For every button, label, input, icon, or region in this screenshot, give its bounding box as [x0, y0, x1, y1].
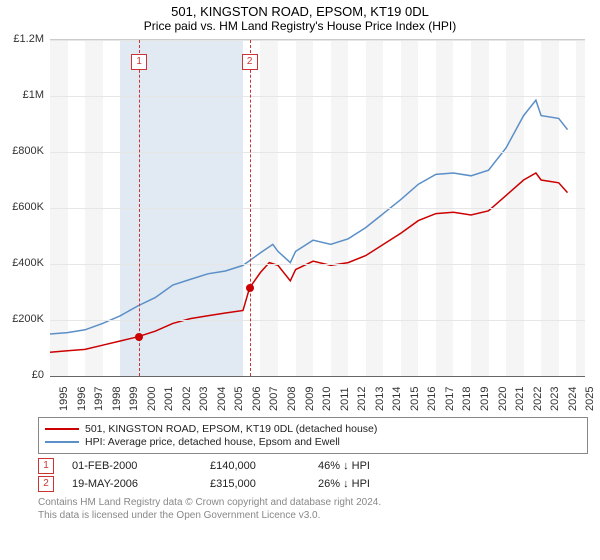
footnote: Contains HM Land Registry data © Crown c… [38, 496, 588, 522]
x-tick-label: 2007 [268, 387, 280, 411]
x-tick-label: 2010 [321, 387, 333, 411]
x-tick-label: 1998 [111, 387, 123, 411]
chart-subtitle: Price paid vs. HM Land Registry's House … [0, 19, 600, 33]
x-tick-label: 1999 [128, 387, 140, 411]
x-tick-label: 2004 [216, 387, 228, 411]
x-tick-label: 1996 [76, 387, 88, 411]
gridline [50, 96, 585, 97]
y-tick-label: £400K [12, 257, 44, 269]
transaction-price: £140,000 [210, 460, 300, 472]
transactions-table: 1 01-FEB-2000 £140,000 46% ↓ HPI 2 19-MAY-200… [38, 458, 588, 492]
x-tick-label: 2000 [146, 387, 158, 411]
transaction-index: 2 [38, 476, 54, 492]
y-tick-label: £600K [12, 201, 44, 213]
x-tick-label: 2011 [339, 387, 351, 411]
gridline [50, 40, 585, 41]
gridline [50, 152, 585, 153]
x-tick-label: 2022 [532, 387, 544, 411]
legend-row-property: 501, KINGSTON ROAD, EPSOM, KT19 0DL (det… [45, 423, 581, 435]
legend-row-hpi: HPI: Average price, detached house, Epso… [45, 436, 581, 448]
x-tick-label: 2016 [426, 387, 438, 411]
x-axis: 1995 1996 1997 1998 1999 2000 2001 2002 2003 2004… [50, 378, 585, 418]
gridline [50, 320, 585, 321]
x-tick-label: 2015 [409, 387, 421, 411]
x-tick-label: 2014 [391, 387, 403, 411]
chart-title: 501, KINGSTON ROAD, EPSOM, KT19 0DL [0, 0, 600, 19]
y-tick-label: £200K [12, 313, 44, 325]
y-tick-label: £800K [12, 145, 44, 157]
legend-label-property: 501, KINGSTON ROAD, EPSOM, KT19 0DL (det… [85, 423, 377, 435]
series-line-hpi [50, 100, 568, 334]
footnote-line-1: Contains HM Land Registry data © Crown c… [38, 496, 588, 509]
gridline [50, 208, 585, 209]
x-tick-label: 2019 [479, 387, 491, 411]
transaction-pct: 46% ↓ HPI [318, 460, 408, 472]
transaction-index: 1 [38, 458, 54, 474]
marker-dot [246, 284, 254, 292]
y-tick-label: £1M [23, 89, 44, 101]
y-tick-label: £0 [32, 369, 44, 381]
footnote-line-2: This data is licensed under the Open Gov… [38, 509, 588, 522]
transaction-row: 1 01-FEB-2000 £140,000 46% ↓ HPI [38, 458, 588, 474]
x-tick-label: 2006 [251, 387, 263, 411]
marker-dot [135, 333, 143, 341]
marker-line [139, 40, 140, 376]
x-tick-label: 2025 [584, 387, 596, 411]
legend-swatch-property [45, 428, 79, 430]
x-tick-label: 2012 [356, 387, 368, 411]
marker-label: 2 [242, 54, 258, 70]
x-tick-label: 2023 [549, 387, 561, 411]
transaction-pct: 26% ↓ HPI [318, 478, 408, 490]
x-tick-label: 1995 [58, 387, 70, 411]
x-tick-label: 2001 [163, 387, 175, 411]
x-tick-label: 2017 [444, 387, 456, 411]
chart-area: £0£200K£400K£600K£800K£1M£1.2M 12 199519… [0, 35, 600, 415]
transaction-price: £315,000 [210, 478, 300, 490]
x-tick-label: 2008 [286, 387, 298, 411]
transaction-date: 19-MAY-2006 [72, 478, 192, 490]
marker-label: 1 [131, 54, 147, 70]
marker-line [250, 40, 251, 376]
transaction-date: 01-FEB-2000 [72, 460, 192, 472]
legend-swatch-hpi [45, 441, 79, 443]
x-tick-label: 2002 [181, 387, 193, 411]
transaction-row: 2 19-MAY-2006 £315,000 26% ↓ HPI [38, 476, 588, 492]
series-line-property [50, 173, 568, 352]
legend: 501, KINGSTON ROAD, EPSOM, KT19 0DL (det… [38, 417, 588, 454]
x-tick-label: 2021 [514, 387, 526, 411]
x-tick-label: 2013 [374, 387, 386, 411]
plot-area: 12 [50, 39, 585, 377]
x-tick-label: 2018 [461, 387, 473, 411]
legend-label-hpi: HPI: Average price, detached house, Epso… [85, 436, 340, 448]
x-tick-label: 1997 [93, 387, 105, 411]
x-tick-label: 2003 [198, 387, 210, 411]
x-tick-label: 2005 [233, 387, 245, 411]
x-tick-label: 2020 [497, 387, 509, 411]
chart-container: 501, KINGSTON ROAD, EPSOM, KT19 0DL Pric… [0, 0, 600, 560]
y-tick-label: £1.2M [13, 33, 44, 45]
x-tick-label: 2009 [304, 387, 316, 411]
x-tick-label: 2024 [567, 387, 579, 411]
gridline [50, 264, 585, 265]
y-axis: £0£200K£400K£600K£800K£1M£1.2M [0, 35, 48, 375]
